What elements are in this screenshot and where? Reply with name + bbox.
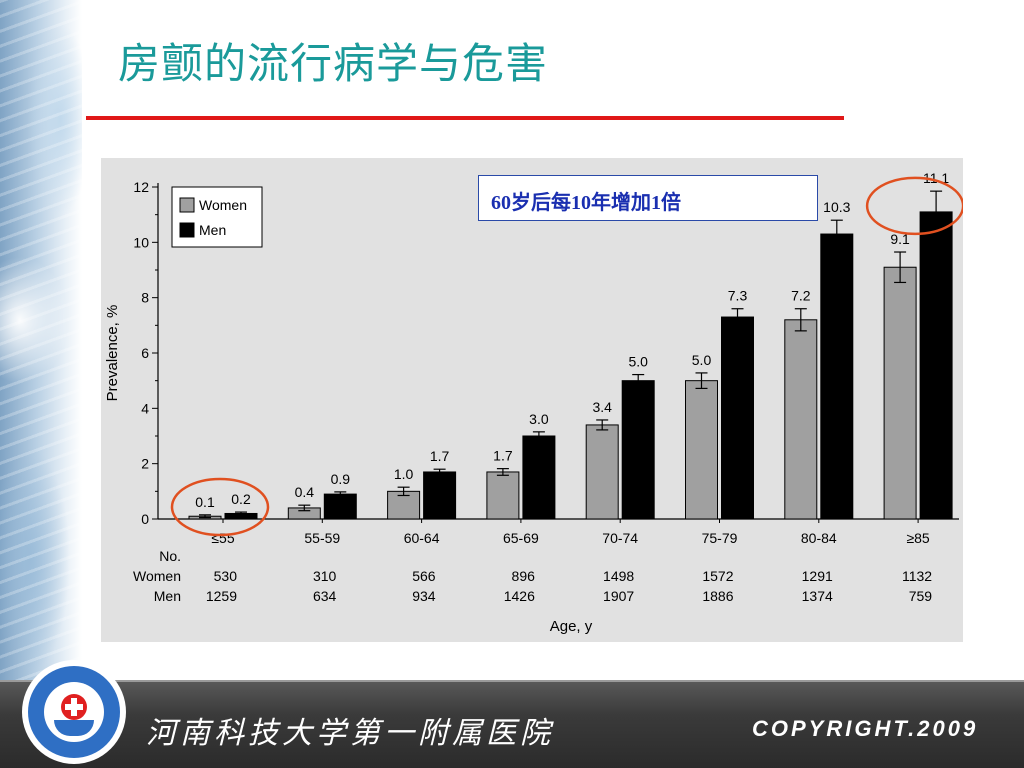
bar-men [323,493,357,520]
y-tick-label: 6 [141,345,149,361]
x-tick-label: ≤55 [211,530,234,546]
count-value: 1291 [802,568,833,584]
value-label: 3.0 [529,411,549,427]
bar-men [522,435,556,520]
chart-labels: 0.1 0.2 0.4 0.9 1.0 1.7 1.7 3.0 3.4 5.0 5.0 7.3 7.2 1… [195,170,949,510]
value-label: 0.1 [195,494,215,510]
count-value: 1259 [206,588,237,604]
y-tick-label: 0 [141,511,149,527]
cross-horizontal [65,704,83,710]
chart-bars [188,190,953,520]
count-value: 896 [512,568,536,584]
value-label: 0.4 [295,484,315,500]
title-underline [86,116,844,120]
wings-icon [54,720,94,736]
bar-women [883,266,917,520]
value-label: 10.3 [823,199,850,215]
copyright-text: COPYRIGHT.2009 [752,716,979,741]
bar-men [423,471,457,520]
highlight-circle [170,477,270,537]
value-label: 3.4 [592,399,612,415]
logo-center [44,682,104,742]
value-label: 7.2 [791,288,811,304]
bar-women [585,424,619,520]
count-value: 530 [214,568,238,584]
x-tick-label: 55-59 [304,530,340,546]
value-label: 1.7 [493,448,513,464]
bar-men [820,233,854,520]
value-label: 5.0 [692,352,712,368]
count-value: 1572 [702,568,733,584]
y-tick-label: 2 [141,456,149,472]
x-tick-label: ≥85 [906,530,929,546]
bar-women [784,319,818,520]
count-value: 1498 [603,568,634,584]
chart-legend: Women Men [171,186,263,248]
chart-highlight-circles [170,176,963,537]
legend-swatch-women [179,197,195,213]
count-value: 1907 [603,588,634,604]
value-label: 1.0 [394,466,414,482]
value-label: 1.7 [430,448,450,464]
x-axis-label: Age, y [550,618,593,635]
count-value: 1132 [902,568,932,584]
bar-women [685,380,718,520]
value-label: 7.3 [728,288,748,304]
annotation-box: 60岁后每10年增加1倍 [478,175,818,221]
x-tick-label: 75-79 [702,530,738,546]
legend-label-men: Men [199,222,226,238]
bar-men [621,380,655,520]
y-axis-label: Prevalence, % [104,305,121,402]
legend-swatch-men [179,222,195,238]
x-tick-label: 80-84 [801,530,837,546]
count-value: 566 [412,568,436,584]
counts-header: No. [159,548,181,564]
x-tick-label: 70-74 [602,530,638,546]
hospital-logo [22,660,126,764]
count-value: 310 [313,568,337,584]
count-value: 759 [909,588,933,604]
counts-row-label: Men [154,588,181,604]
annotation-text: 60岁后每10年增加1倍 [491,192,681,214]
highlight-circle [865,176,963,236]
count-value: 1374 [802,588,833,604]
value-label: 5.0 [628,354,648,370]
value-label: 0.2 [231,491,251,507]
y-tick-label: 12 [133,179,149,195]
bar-men [721,316,754,520]
count-value: 1886 [702,588,733,604]
count-value: 634 [313,588,337,604]
chart-panel: 0 2 4 6 8 10 12 Prevalence, % ≤55 55-59 60-64 65-69… [101,158,963,642]
x-tick-label: 65-69 [503,530,539,546]
side-decoration [0,0,82,680]
value-label: 0.9 [331,471,351,487]
legend-label-women: Women [199,197,247,213]
prevalence-bar-chart: 0 2 4 6 8 10 12 Prevalence, % ≤55 55-59 60-64 65-69… [104,170,963,635]
bar-women [486,471,520,520]
footer-divider [0,680,1024,682]
slide-title: 房颤的流行病学与危害 [118,39,549,88]
y-tick-label: 8 [141,290,149,306]
footer-bar [0,680,1024,768]
y-tick-label: 10 [133,234,149,250]
legend-box [171,186,263,248]
count-value: 1426 [504,588,535,604]
hospital-name: 河南科技大学第一附属医院 [146,716,554,751]
count-value: 934 [412,588,436,604]
bar-men [919,211,953,520]
value-label: 9.1 [890,231,910,247]
x-tick-label: 60-64 [404,530,440,546]
counts-row-label: Women [133,568,181,584]
y-tick-label: 4 [141,400,149,416]
chart-counts: No. Women 530 310 566 896 1498 1572 1291 1132 Men 1… [133,548,932,635]
